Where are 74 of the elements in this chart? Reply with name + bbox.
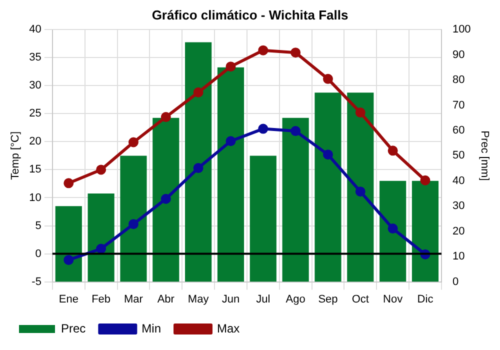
y2-tick-label: 90 (452, 48, 465, 61)
point (226, 136, 236, 146)
y2-tick-label: 70 (452, 99, 465, 112)
bar (412, 180, 439, 282)
x-tick-label: Feb (92, 293, 111, 306)
y-tick-label: 35 (29, 52, 42, 64)
y-tick-label: 25 (29, 108, 42, 120)
legend-label: Prec (61, 321, 86, 336)
bar (120, 156, 147, 282)
x-tick-label: Dic (417, 293, 434, 306)
y2-tick-label: 10 (452, 250, 465, 263)
y-tick-label: 40 (29, 24, 42, 36)
bar (314, 92, 342, 282)
point (160, 194, 171, 204)
y-tick-label: 5 (35, 220, 42, 232)
point (355, 186, 366, 197)
point (420, 175, 430, 186)
legend-label: Min (142, 321, 162, 336)
bar (347, 92, 374, 282)
y2-tick-label: 50 (452, 150, 465, 162)
bar (185, 42, 212, 282)
y2-tick-label: 40 (452, 174, 465, 187)
point (322, 74, 333, 84)
x-tick-label: Ene (58, 293, 78, 306)
x-tick-label: Ago (286, 293, 306, 306)
point (64, 254, 74, 265)
y-tick-label: 20 (29, 136, 42, 148)
y2-tick-label: 30 (452, 200, 465, 212)
bar (217, 67, 244, 282)
y2-tick-label: 80 (452, 74, 465, 86)
point (128, 219, 138, 230)
x-tick-label: Jun (222, 293, 240, 306)
x-tick-label: May (188, 293, 210, 306)
point (193, 163, 204, 174)
x-tick-label: Abr (157, 293, 175, 306)
x-tick-label: Sep (318, 293, 338, 306)
bar (380, 180, 406, 282)
point (290, 48, 301, 58)
point (226, 62, 236, 72)
point (290, 126, 301, 136)
bar (55, 206, 82, 282)
y2-tick-label: 60 (452, 124, 465, 137)
point (258, 124, 268, 134)
x-tick-label: Nov (383, 293, 404, 306)
point (322, 150, 333, 160)
y-tick-label: 15 (29, 164, 42, 176)
y-tick-label: -5 (32, 276, 42, 288)
point (388, 146, 398, 156)
y2-tick-label: 20 (452, 225, 465, 238)
y2-axis-title: Prec [mm] (478, 130, 490, 181)
point (96, 164, 106, 175)
bar (282, 118, 309, 282)
point (96, 244, 106, 254)
bar (152, 118, 180, 282)
x-tick-label: Jul (256, 293, 270, 306)
bar (88, 194, 114, 282)
y-tick-label: 30 (29, 80, 42, 92)
y2-tick-label: 0 (452, 276, 459, 288)
point (388, 224, 398, 234)
bar (250, 156, 276, 282)
point (64, 178, 74, 188)
legend-label: Max (217, 321, 240, 336)
y-axis-title: Temp [°C] (10, 131, 22, 180)
point (355, 108, 366, 118)
y2-tick-label: 100 (452, 24, 471, 36)
point (128, 137, 138, 148)
x-tick-label: Oct (352, 293, 369, 306)
point (160, 112, 171, 122)
point (193, 87, 204, 98)
chart-title: Gráfico climático - Wichita Falls (152, 7, 348, 22)
y-tick-label: 0 (35, 248, 42, 260)
point (258, 45, 268, 56)
y-tick-label: 10 (29, 192, 42, 204)
x-tick-label: Mar (124, 293, 144, 306)
